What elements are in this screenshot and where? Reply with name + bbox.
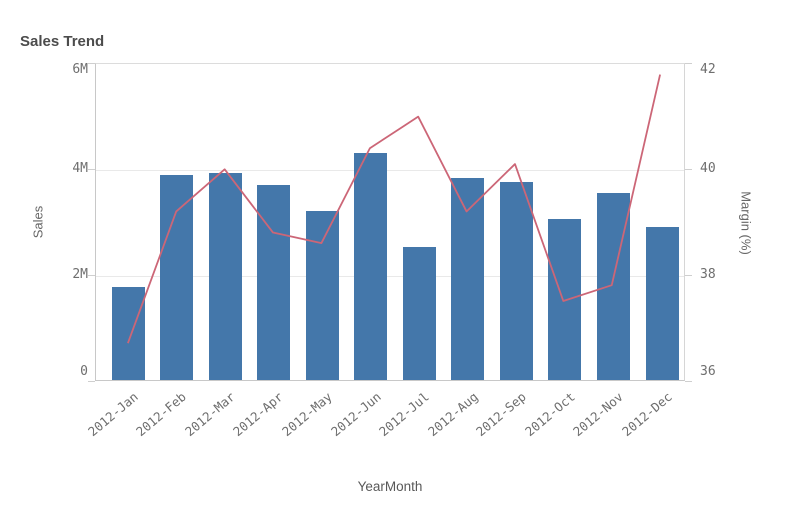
axis-tick-mark [685, 275, 692, 276]
sales-bar[interactable] [209, 173, 242, 380]
sales-axis-tick-label: 2M [72, 267, 88, 282]
x-axis-tick-label[interactable]: 2012-Jan [84, 389, 141, 440]
x-axis-tick-label[interactable]: 2012-May [279, 389, 335, 440]
plot-area [95, 63, 685, 381]
gridline [96, 276, 684, 277]
sales-bar[interactable] [160, 175, 193, 380]
margin-axis-tick-label: 42 [700, 62, 716, 77]
sales-bar[interactable] [500, 182, 533, 380]
margin-line-layer [127, 74, 661, 344]
chart-title: Sales Trend [20, 33, 105, 50]
x-axis-tick-label[interactable]: 2012-Dec [618, 389, 675, 440]
axis-tick-mark [685, 381, 692, 382]
x-axis-tick-label[interactable]: 2012-Aug [424, 389, 481, 440]
x-axis-tick-label[interactable]: 2012-Feb [133, 389, 190, 440]
sales-bar[interactable] [403, 247, 436, 380]
sales-bar[interactable] [597, 193, 630, 380]
x-axis-tick-label[interactable]: 2012-Mar [181, 389, 238, 440]
sales-axis-tick-label: 6M [72, 62, 88, 77]
x-axis-tick-label[interactable]: 2012-Nov [570, 389, 627, 440]
x-axis-title: YearMonth [357, 479, 423, 494]
x-axis-tick-label[interactable]: 2012-Apr [230, 389, 287, 440]
sales-bar[interactable] [354, 153, 387, 380]
axis-tick-mark [88, 381, 95, 382]
axis-tick-mark [88, 275, 95, 276]
x-axis-tick-label[interactable]: 2012-Oct [521, 389, 578, 440]
sales-bar[interactable] [646, 227, 679, 380]
x-axis-tick-label[interactable]: 2012-Jun [327, 389, 384, 440]
sales-axis-tick-label: 4M [72, 161, 88, 176]
axis-tick-mark [88, 169, 95, 170]
sales-bar[interactable] [112, 287, 145, 380]
axis-tick-mark [88, 63, 95, 64]
sales-axis-tick-label: 0 [80, 364, 88, 379]
margin-axis-tick-label: 40 [700, 161, 716, 176]
margin-line[interactable] [127, 74, 661, 344]
sales-bar[interactable] [548, 219, 581, 380]
axis-tick-mark [685, 63, 692, 64]
y-axis-title-sales: Sales [30, 205, 46, 239]
axis-tick-mark [685, 169, 692, 170]
y-axis-title-margin: Margin (%) [738, 191, 754, 255]
margin-axis-tick-label: 36 [700, 364, 716, 379]
margin-axis-tick-label: 38 [700, 267, 716, 282]
x-axis-tick-label[interactable]: 2012-Sep [473, 389, 530, 440]
x-axis-tick-label[interactable]: 2012-Jul [376, 389, 432, 440]
gridline [96, 170, 684, 171]
